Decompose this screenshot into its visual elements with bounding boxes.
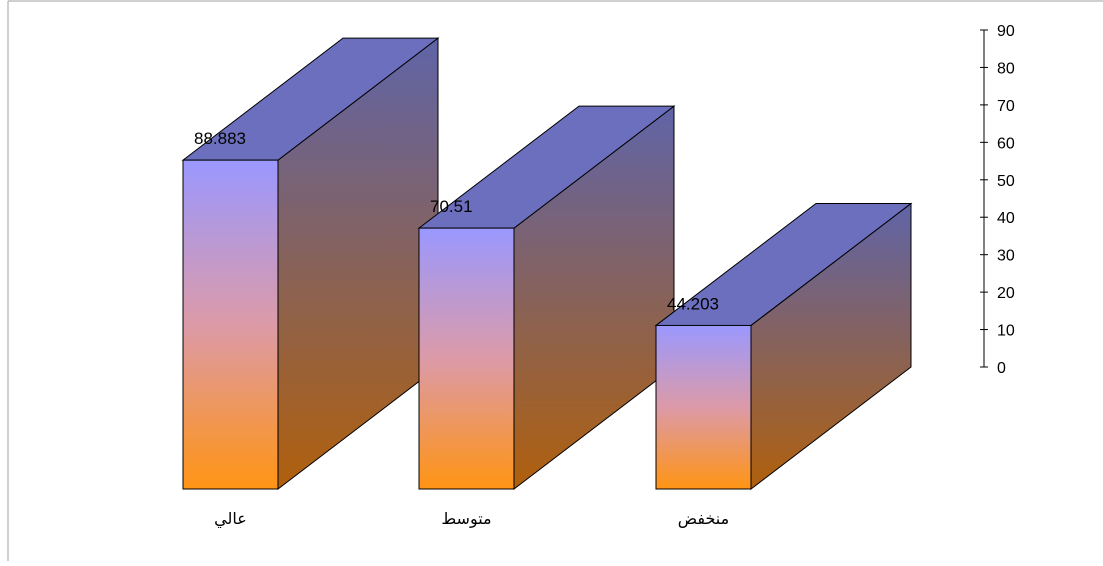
bar-front-face — [182, 159, 279, 490]
category-label: منخفض — [678, 511, 729, 529]
category-label: عالي — [214, 511, 247, 529]
y-tick-label: 30 — [997, 248, 1015, 265]
bar-front-face — [418, 227, 515, 490]
y-tick-label: 90 — [997, 23, 1015, 40]
y-tick-label: 40 — [997, 210, 1015, 227]
bars-group — [181, 37, 913, 491]
bar-2 — [417, 105, 676, 491]
y-tick-label: 10 — [997, 323, 1015, 340]
y-tick-label: 80 — [997, 60, 1015, 77]
category-label: متوسط — [441, 511, 491, 529]
labels-group: 88.883 عالي 70.51 متوسط 44.203 منخفض — [194, 129, 729, 529]
y-tick-label: 50 — [997, 173, 1015, 190]
bar-1 — [181, 37, 440, 491]
y-axis: 0 10 20 30 40 50 60 70 80 90 — [980, 23, 1015, 377]
y-tick-label: 70 — [997, 98, 1015, 115]
bar-3 — [654, 202, 913, 491]
y-tick-label: 20 — [997, 285, 1015, 302]
data-label: 70.51 — [430, 197, 473, 216]
y-tick-label: 60 — [997, 135, 1015, 152]
bar-front-face — [655, 324, 752, 490]
y-tick-label: 0 — [997, 360, 1006, 377]
data-label: 44.203 — [667, 294, 719, 313]
data-label: 88.883 — [194, 129, 246, 148]
